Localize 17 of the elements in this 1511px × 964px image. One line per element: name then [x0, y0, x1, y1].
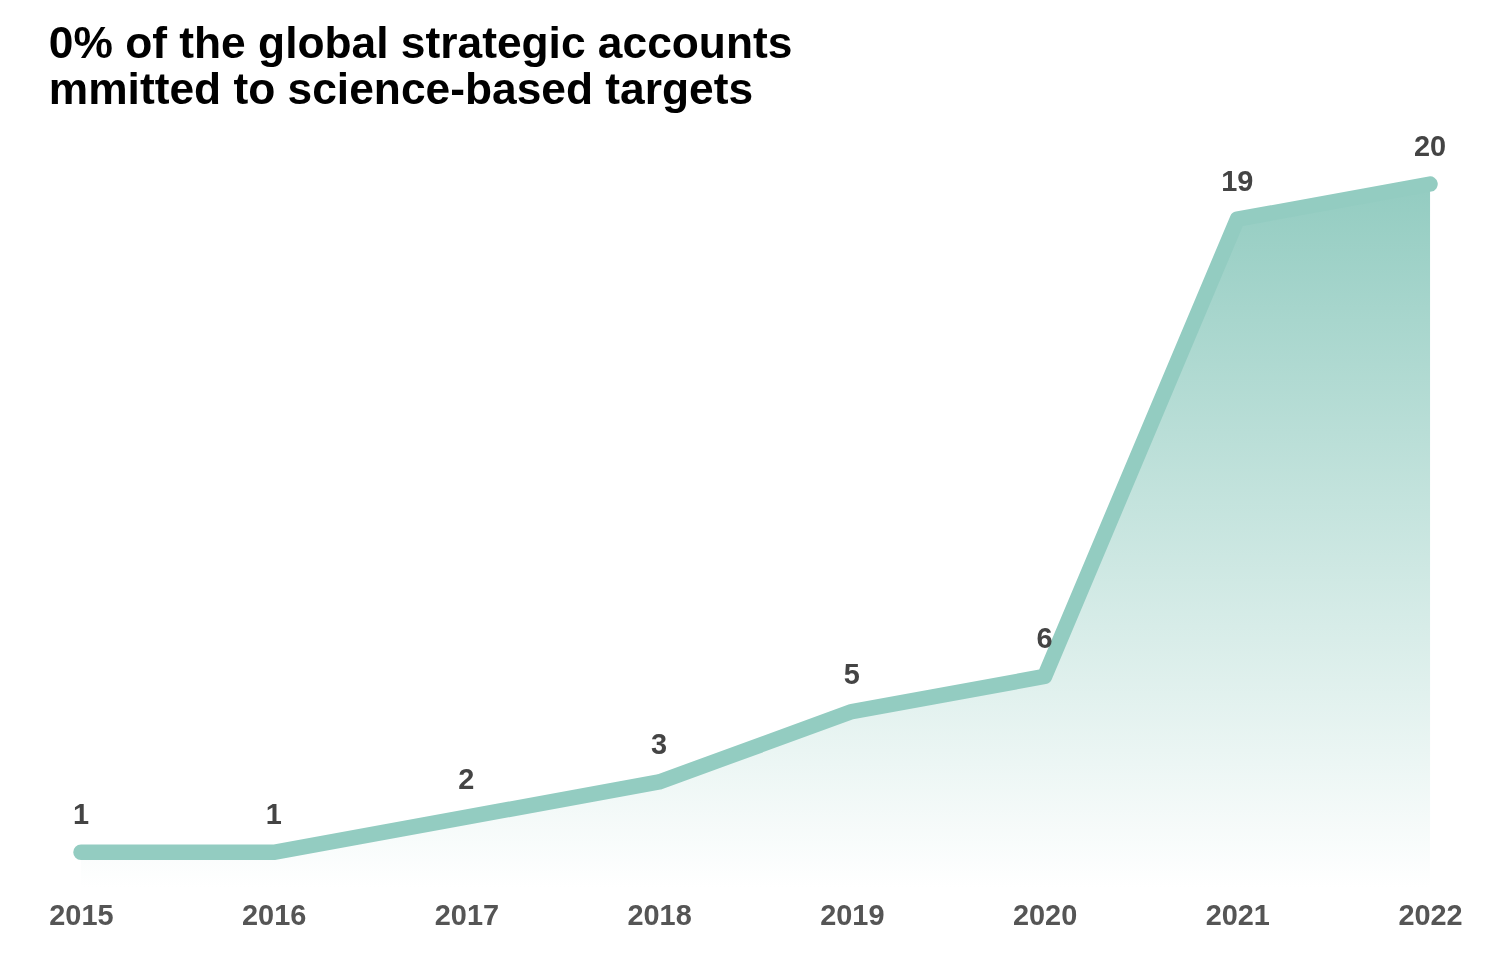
x-tick-label: 2019: [820, 898, 885, 931]
x-tick-label: 2017: [434, 898, 500, 931]
data-label: 6: [1036, 622, 1053, 655]
data-label: 5: [843, 657, 860, 690]
data-label: 1: [72, 798, 89, 831]
data-label: 1: [265, 798, 282, 831]
data-label: 3: [651, 728, 668, 761]
text: 0% of the global strategic accounts: [48, 17, 793, 67]
x-tick-label: 2016: [242, 898, 307, 931]
x-tick-label: 2022: [1398, 898, 1463, 931]
x-tick-label: 2015: [49, 898, 114, 931]
data-label: 2: [458, 763, 475, 796]
data-label: 20: [1413, 130, 1447, 163]
x-tick-label: 2021: [1205, 898, 1270, 931]
x-tick-label: 2020: [1012, 898, 1078, 931]
data-label: 19: [1221, 165, 1254, 198]
x-tick-label: 2018: [627, 898, 692, 931]
